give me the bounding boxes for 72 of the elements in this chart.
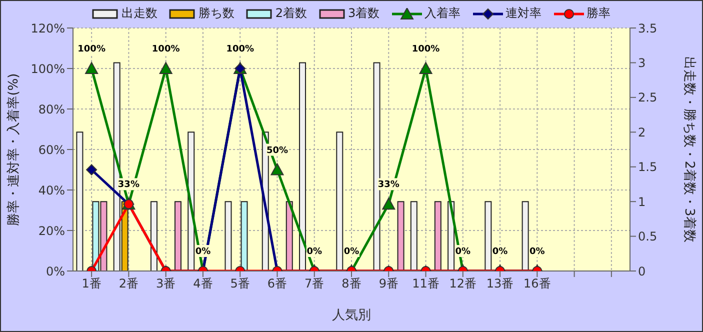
data-label: 100%	[412, 44, 440, 54]
x-axis-title: 人気別	[332, 308, 371, 323]
data-label: 0%	[344, 247, 360, 257]
bar	[299, 62, 306, 271]
point	[419, 62, 432, 74]
legend-label: 勝率	[586, 5, 611, 22]
x-tick-label: 4番	[193, 276, 213, 291]
data-label: 33%	[378, 180, 400, 190]
data-label: 0%	[455, 247, 471, 257]
y-tick-label: 60%	[38, 142, 65, 157]
bar	[336, 132, 344, 271]
x-tick-label: 5番	[230, 276, 250, 291]
bar	[76, 132, 84, 271]
y2-axis-title: 出走数・勝ち数・2着数・3着数	[681, 56, 698, 242]
data-label: 100%	[78, 44, 106, 54]
x-tick-label: 6番	[267, 276, 288, 291]
legend-label: 入着率	[424, 5, 461, 22]
bar	[397, 201, 404, 271]
bar	[522, 201, 529, 271]
bar	[434, 201, 442, 271]
x-tick-label: 16番	[524, 276, 551, 291]
data-label: 0%	[195, 247, 211, 257]
x-tick-label: 2番	[118, 276, 139, 291]
y2-tick-label: 2	[638, 125, 646, 140]
data-label: 0%	[492, 247, 508, 257]
bar	[410, 201, 418, 271]
x-tick-label: 1番	[82, 276, 102, 291]
legend-label: 勝ち数	[198, 5, 234, 22]
y-tick-label: 20%	[38, 224, 65, 238]
y-tick-label: 40%	[38, 183, 65, 198]
bar	[174, 201, 182, 271]
y2-tick-label: 1.5	[638, 160, 658, 174]
legend-label: 2着数	[275, 5, 307, 22]
data-label: 100%	[226, 44, 254, 54]
bar	[240, 201, 248, 271]
x-tick-label: 7番	[304, 276, 324, 291]
legend-label: 連対率	[506, 5, 542, 22]
x-tick-label: 3番	[156, 276, 176, 291]
x-tick-label: 12番	[449, 276, 477, 291]
point	[86, 164, 98, 176]
bar	[224, 201, 232, 271]
x-tick-label: 9番	[378, 276, 398, 291]
y-tick-label: 120%	[30, 21, 65, 36]
y-tick-label: 100%	[30, 62, 65, 76]
x-tick-label: 11番	[412, 276, 440, 291]
y-axis-title: 勝率・連対率・入着率(%)	[6, 73, 22, 226]
bar	[484, 201, 492, 271]
point	[270, 163, 284, 176]
y-tick-label: 0%	[46, 264, 65, 278]
y2-tick-label: 0	[638, 264, 646, 278]
y2-tick-label: 1	[638, 194, 646, 209]
bar	[188, 132, 195, 271]
data-label: 0%	[530, 247, 545, 257]
y2-tick-label: 3.5	[638, 21, 658, 36]
point	[159, 62, 172, 74]
bar	[373, 62, 380, 271]
legend-label: 3着数	[348, 5, 380, 22]
point	[382, 198, 396, 210]
y2-tick-label: 2.5	[638, 90, 658, 105]
legend-label: 出走数	[121, 5, 158, 22]
x-tick-label: 8番	[342, 276, 362, 291]
point	[85, 62, 98, 74]
data-label: 0%	[306, 247, 322, 257]
x-tick-label: 13番	[486, 276, 514, 291]
bar	[150, 201, 158, 271]
y2-tick-label: 3	[638, 56, 646, 70]
bar	[286, 201, 293, 271]
y-tick-label: 80%	[38, 102, 65, 116]
data-label: 100%	[152, 44, 180, 54]
y2-tick-label: 0.5	[638, 230, 658, 244]
data-label: 33%	[118, 180, 140, 190]
data-label: 50%	[266, 146, 288, 156]
